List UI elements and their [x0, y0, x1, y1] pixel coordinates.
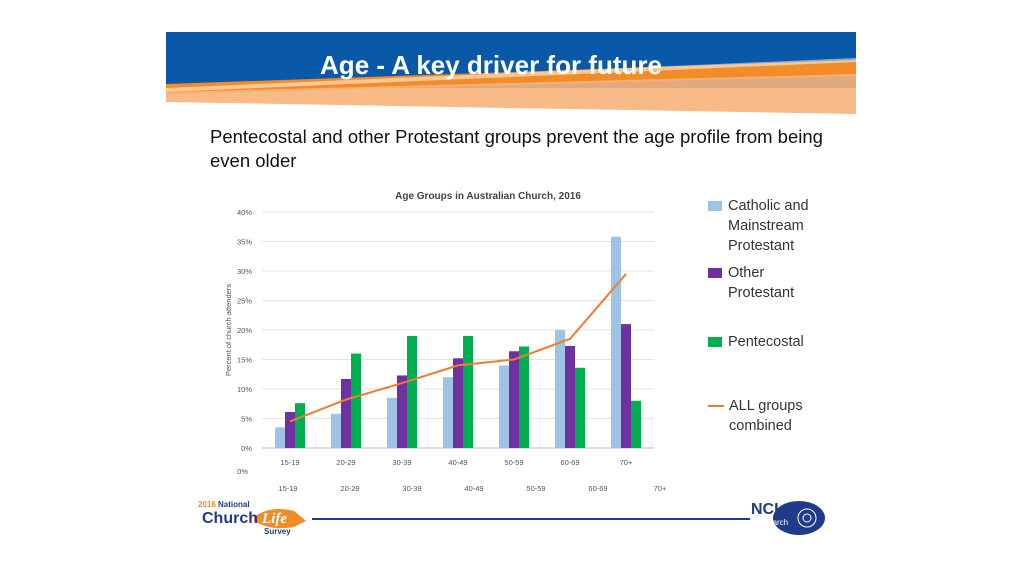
y-tick-label: 30% — [237, 267, 252, 276]
legend-label: Other Protestant — [728, 265, 795, 301]
x-tick-label: 30-39 — [392, 458, 411, 467]
survey-logo-life: Life — [261, 511, 287, 527]
secondary-x-tick-label: 15-19 — [278, 484, 297, 493]
legend-swatch — [708, 201, 722, 211]
secondary-x-tick-label: 30-39 — [402, 484, 421, 493]
bar-pentecostal — [631, 400, 641, 448]
bar-other-protestant — [509, 351, 519, 448]
all-groups-line — [289, 273, 627, 423]
legend-item: Pentecostal — [708, 332, 804, 352]
x-tick-label: 40-49 — [448, 458, 467, 467]
line-all-groups-combined — [289, 273, 627, 423]
bar-other-protestant — [341, 378, 351, 448]
y-tick-label: 40% — [237, 208, 252, 217]
national-church-life-survey-logo: 2016 National Church Life Survey — [196, 497, 316, 539]
secondary-x-tick-label: 60-69 — [588, 484, 607, 493]
bar-catholic-and-mainstream-protestant — [555, 330, 565, 448]
secondary-x-tick-label: 40-49 — [464, 484, 483, 493]
bar-pentecostal — [351, 353, 361, 448]
legend-swatch — [708, 405, 724, 407]
legend-item: ALL groups combined — [708, 396, 803, 436]
secondary-y-tick-label: 0% — [237, 467, 248, 476]
bar-catholic-and-mainstream-protestant — [443, 377, 453, 448]
legend-label: Catholic and Mainstream Protestant — [728, 198, 809, 254]
y-tick-label: 5% — [241, 415, 252, 424]
y-axis-ticks: 0% 5% 10% 15% 20% 25% 30% 35% 40% — [237, 208, 252, 453]
y-tick-label: 15% — [237, 356, 252, 365]
slide-subtitle: Pentecostal and other Protestant groups … — [210, 126, 823, 171]
secondary-x-tick-label: 50-59 — [526, 484, 545, 493]
y-tick-label: 25% — [237, 297, 252, 306]
bar-pentecostal — [519, 346, 529, 448]
bar-catholic-and-mainstream-protestant — [387, 397, 397, 448]
bar-other-protestant — [285, 412, 295, 448]
legend-item: Other Protestant — [708, 263, 794, 303]
y-tick-label: 10% — [237, 385, 252, 394]
x-tick-label: 60-69 — [560, 458, 579, 467]
ncls-research-logo: NCLS research — [747, 496, 827, 538]
bar-pentecostal — [295, 403, 305, 448]
bar-other-protestant — [397, 375, 407, 448]
slide-title: Age - A key driver for future — [320, 50, 662, 80]
survey-logo-church: Church — [202, 510, 258, 527]
bar-pentecostal — [407, 335, 417, 448]
x-tick-label: 15-19 — [280, 458, 299, 467]
secondary-axis: 0% 15-19 20-29 30-39 40-49 50-59 60-69 70+ — [237, 467, 667, 493]
legend-swatch — [708, 268, 722, 278]
bar-catholic-and-mainstream-protestant — [611, 236, 621, 448]
legend-swatch — [708, 337, 722, 347]
secondary-x-tick-label: 70+ — [654, 484, 667, 493]
y-axis-label: Percent of church attenders — [224, 284, 233, 376]
bar-catholic-and-mainstream-protestant — [499, 365, 509, 448]
bar-pentecostal — [575, 367, 585, 448]
footer-divider — [312, 518, 750, 520]
bar-pentecostal — [463, 335, 473, 448]
y-tick-label: 20% — [237, 326, 252, 335]
survey-logo-survey: Survey — [264, 527, 291, 536]
x-tick-label: 20-29 — [336, 458, 355, 467]
x-axis-ticks: 15-19 20-29 30-39 40-49 50-59 60-69 70+ — [280, 458, 633, 467]
bar-other-protestant — [453, 358, 463, 448]
bar-other-protestant — [621, 324, 631, 448]
secondary-x-tick-label: 20-29 — [340, 484, 359, 493]
title-banner — [166, 32, 856, 114]
y-tick-label: 0% — [241, 444, 252, 453]
legend-label: Pentecostal — [728, 334, 804, 350]
survey-logo-national: National — [218, 500, 250, 509]
legend-label: ALL groups combined — [729, 398, 803, 434]
ncls-logo-text: NCLS — [751, 501, 795, 518]
bar-other-protestant — [565, 345, 575, 448]
x-tick-label: 70+ — [620, 458, 633, 467]
bar-catholic-and-mainstream-protestant — [331, 413, 341, 448]
survey-logo-year: 2016 — [198, 500, 216, 509]
y-tick-label: 35% — [237, 238, 252, 247]
bar-catholic-and-mainstream-protestant — [275, 427, 285, 448]
banner-graphic — [166, 32, 856, 114]
legend-item: Catholic and Mainstream Protestant — [708, 196, 809, 256]
ncls-logo-subtext: research — [757, 518, 788, 527]
bars — [275, 236, 641, 448]
x-tick-label: 50-59 — [504, 458, 523, 467]
chart-title: Age Groups in Australian Church, 2016 — [395, 191, 581, 202]
